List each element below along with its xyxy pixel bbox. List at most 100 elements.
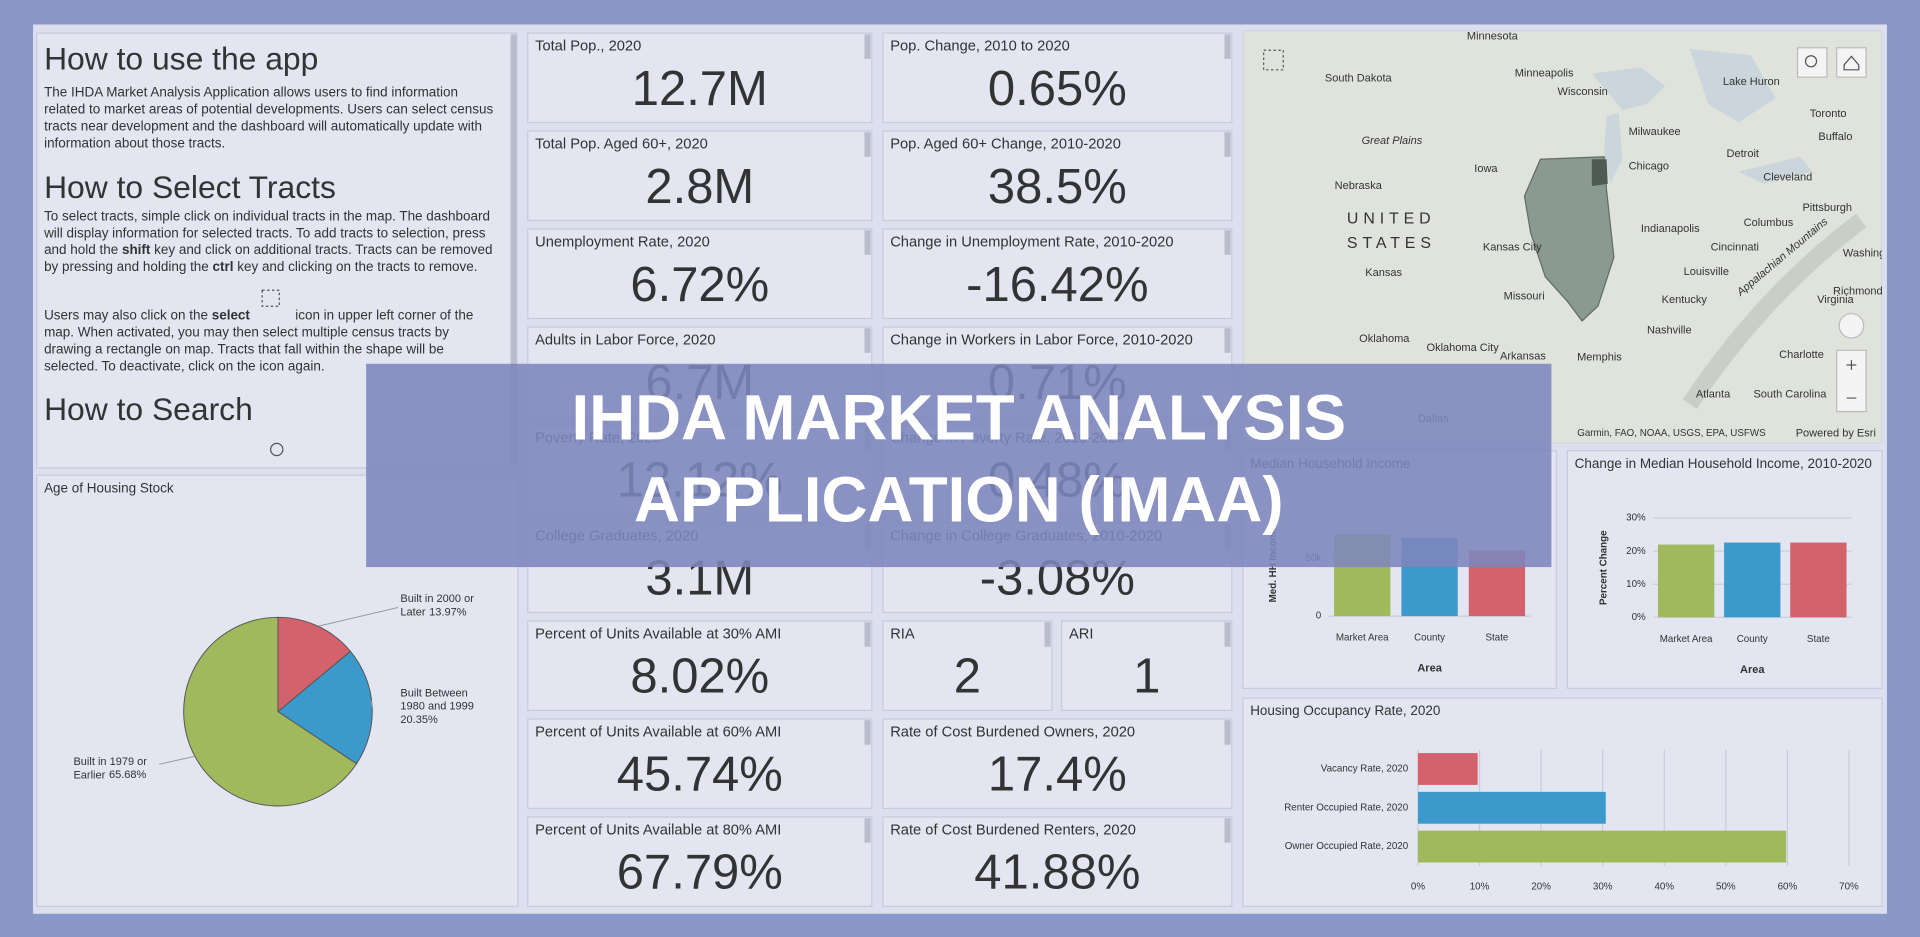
- help-heading: How to use the app: [44, 41, 318, 77]
- help-text: drawing a rectangle on map. Tracts that …: [44, 341, 444, 356]
- chicago-tracts[interactable]: [1591, 159, 1608, 187]
- kpi-card: [882, 620, 1053, 712]
- lake: [1689, 48, 1776, 123]
- map-label: Arkansas: [1500, 350, 1546, 362]
- help-text: icon in upper left corner of the: [295, 308, 473, 323]
- mountains: [1682, 213, 1867, 409]
- lake: [1738, 156, 1813, 184]
- pie-slice: [277, 616, 352, 713]
- map-label: Minnesota: [1467, 31, 1519, 43]
- scrollbar: [864, 34, 871, 59]
- x-tick-label: Market Area: [1660, 634, 1713, 645]
- pie-label: Built Between 1980 and 1999: [400, 687, 474, 712]
- kpi-value: 38.5%: [988, 160, 1127, 214]
- x-tick-label: 70%: [1839, 881, 1859, 892]
- help-text: key and click on additional tracts. Trac…: [150, 242, 492, 257]
- map-label: Minneapolis: [1515, 67, 1574, 79]
- map-label: Louisville: [1684, 266, 1729, 278]
- kpi-value: 8.02%: [630, 650, 769, 704]
- pie-value-label: 20.35%: [400, 714, 438, 726]
- search-button[interactable]: [1796, 47, 1828, 78]
- map-label: South Carolina: [1753, 388, 1827, 400]
- map-label: Nebraska: [1335, 180, 1383, 192]
- map-label: Milwaukee: [1629, 126, 1681, 138]
- kpi-card: [882, 816, 1233, 907]
- chart-title: Age of Housing Stock: [44, 480, 174, 495]
- kpi-value: 41.88%: [974, 846, 1140, 900]
- y-tick-label: 30%: [1626, 513, 1646, 524]
- map-label: Pittsburgh: [1802, 202, 1852, 214]
- bar[interactable]: [1790, 542, 1847, 618]
- banner-title: APPLICATION (IMAA): [634, 464, 1284, 535]
- map-label: Memphis: [1577, 352, 1622, 364]
- zoom-control[interactable]: [1836, 349, 1867, 413]
- scrollbar: [1224, 622, 1231, 647]
- x-tick-label: Market Area: [1336, 633, 1389, 644]
- map-label: Charlotte: [1779, 349, 1824, 361]
- map-label: South Dakota: [1325, 72, 1393, 84]
- kpi-label: ARI: [1069, 626, 1093, 642]
- kpi-value: 45.74%: [617, 748, 783, 802]
- kpi-label: Rate of Cost Burdened Owners, 2020: [890, 724, 1135, 740]
- y-tick-label: 10%: [1626, 579, 1646, 590]
- x-tick-label: 0%: [1411, 881, 1425, 892]
- kpi-label: Pop. Aged 60+ Change, 2010-2020: [890, 136, 1121, 152]
- search-icon: [270, 442, 284, 457]
- help-text: by pressing and holding the: [44, 259, 212, 274]
- kpi-label: Unemployment Rate, 2020: [535, 234, 710, 250]
- x-tick-label: County: [1737, 634, 1768, 645]
- map-label: UNITED: [1347, 210, 1436, 227]
- kpi-card: [882, 130, 1233, 222]
- kpi-label: Total Pop. Aged 60+, 2020: [535, 136, 708, 152]
- home-icon: [1843, 55, 1860, 71]
- help-text: and hold the: [44, 242, 122, 257]
- map-label: Nashville: [1647, 325, 1692, 337]
- map-label: Washington: [1843, 247, 1901, 259]
- map[interactable]: Minnesota South Dakota Minneapolis Wisconsi…: [1242, 30, 1901, 444]
- kpi-label: Rate of Cost Burdened Renters, 2020: [890, 822, 1136, 838]
- scrollbar: [1224, 34, 1231, 59]
- compass[interactable]: [1838, 312, 1865, 339]
- select-icon: [261, 289, 280, 307]
- bar[interactable]: [1657, 544, 1715, 618]
- select-tool[interactable]: [1263, 49, 1284, 71]
- kpi-value: 12.7M: [632, 62, 768, 116]
- map-label: STATES: [1347, 235, 1436, 252]
- map-label: Lake Huron: [1723, 76, 1780, 88]
- help-text: Users may also click on the: [44, 308, 212, 323]
- map-label: Richmond: [1833, 285, 1883, 297]
- map-label: Kentucky: [1662, 294, 1708, 306]
- help-text-bold: ctrl: [213, 259, 234, 274]
- bar[interactable]: [1417, 830, 1787, 863]
- kpi-card: [527, 32, 873, 124]
- home-button[interactable]: [1836, 47, 1867, 78]
- map-label: Cleveland: [1763, 172, 1812, 184]
- map-label: Buffalo: [1818, 131, 1852, 143]
- scrollbar: [1044, 622, 1051, 647]
- scrollbar: [510, 34, 517, 463]
- pie-slice: [183, 616, 358, 807]
- map-label: Atlanta: [1696, 388, 1731, 400]
- y-tick-label: 0%: [1632, 612, 1646, 623]
- scrollbar: [864, 132, 871, 157]
- help-text: will display information for selected tr…: [43, 225, 486, 240]
- map-label: Chicago: [1629, 160, 1669, 172]
- pie-label: Built in 1979 or Earlier: [73, 756, 150, 781]
- kpi-label: Adults in Labor Force, 2020: [535, 332, 715, 348]
- banner-title: IHDA MARKET ANALYSIS: [571, 382, 1346, 453]
- x-tick-label: 50%: [1716, 881, 1736, 892]
- kpi-label: Pop. Change, 2010 to 2020: [890, 38, 1070, 54]
- search-icon: [1804, 55, 1818, 68]
- kpi-card: [527, 816, 873, 907]
- bar[interactable]: [1417, 753, 1478, 785]
- bar[interactable]: [1724, 542, 1781, 618]
- help-text: selected. To deactivate, click on the ic…: [44, 358, 324, 373]
- map-label: Virginia: [1817, 294, 1854, 306]
- map-label: Toronto: [1810, 108, 1847, 120]
- scrollbar: [1224, 720, 1231, 745]
- help-text: related to market areas of potential dev…: [44, 102, 493, 117]
- leader-line: [317, 607, 399, 627]
- x-tick-label: County: [1414, 633, 1445, 644]
- bar[interactable]: [1417, 791, 1606, 824]
